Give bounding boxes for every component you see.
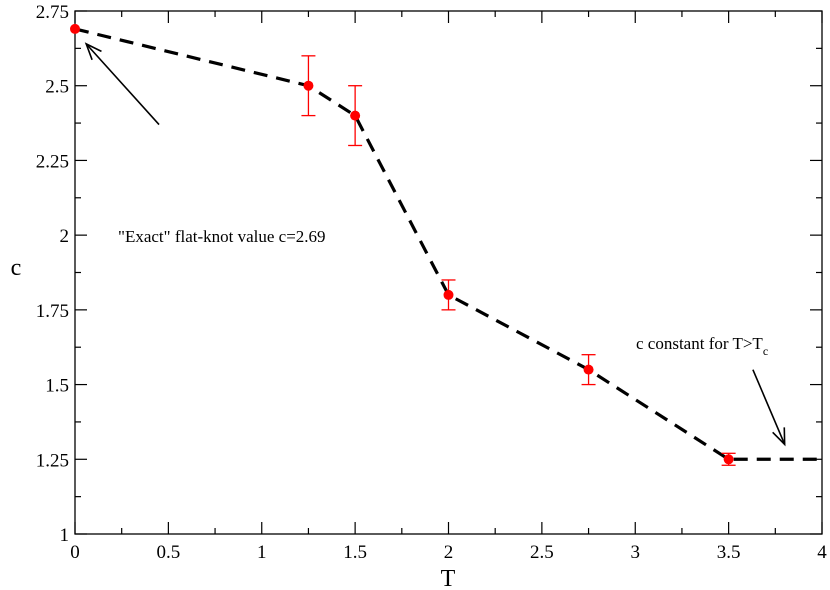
constant-arrow-head	[772, 427, 786, 447]
x-tick-label: 2.5	[530, 542, 554, 563]
exact-value-arrow-head	[84, 42, 102, 61]
y-tick-label: 2	[60, 226, 70, 247]
annotations: "Exact" flat-knot value c=2.69 c constant…	[84, 42, 786, 447]
constant-annotation: c constant for T>Tc	[636, 334, 768, 358]
y-tick-label: 2.75	[36, 2, 69, 23]
y-tick-label: 1.25	[36, 450, 69, 471]
exact-value-annotation: "Exact" flat-knot value c=2.69	[118, 227, 326, 246]
x-tick-label: 2	[444, 542, 454, 563]
x-tick-label: 1	[257, 542, 267, 563]
axis-ticks	[74, 10, 823, 535]
y-tick-label: 2.25	[36, 151, 69, 172]
data-point	[443, 289, 454, 300]
x-tick-label: 1.5	[343, 542, 367, 563]
exact-value-arrow-line	[85, 43, 160, 126]
x-tick-label: 3	[631, 542, 641, 563]
data-point	[583, 364, 594, 375]
plot-frame	[74, 10, 823, 535]
y-tick-label: 1.5	[45, 376, 69, 397]
y-tick-label: 2.5	[45, 77, 69, 98]
series-points	[70, 23, 736, 466]
data-point	[70, 23, 80, 34]
data-point	[303, 80, 314, 91]
x-axis-label: T	[441, 566, 456, 590]
y-axis-label: c	[11, 255, 22, 281]
constant-arrow-line	[752, 369, 786, 445]
x-tick-label: 0.5	[157, 542, 181, 563]
data-point	[723, 454, 734, 465]
data-point	[350, 110, 361, 121]
y-tick-label: 1	[60, 525, 70, 546]
constant-annotation-subscript: c	[763, 344, 768, 358]
y-tick-label: 1.75	[36, 301, 69, 322]
x-tick-label: 0	[70, 542, 80, 563]
x-tick-label: 4	[817, 542, 827, 563]
axis-tick-labels: 0 0.5 1 1.5 2 2.5 3 3.5 4 1 1.25 1.5 1.75 2 2.25 2.5 2.7…	[36, 2, 828, 563]
x-tick-label: 3.5	[717, 542, 741, 563]
